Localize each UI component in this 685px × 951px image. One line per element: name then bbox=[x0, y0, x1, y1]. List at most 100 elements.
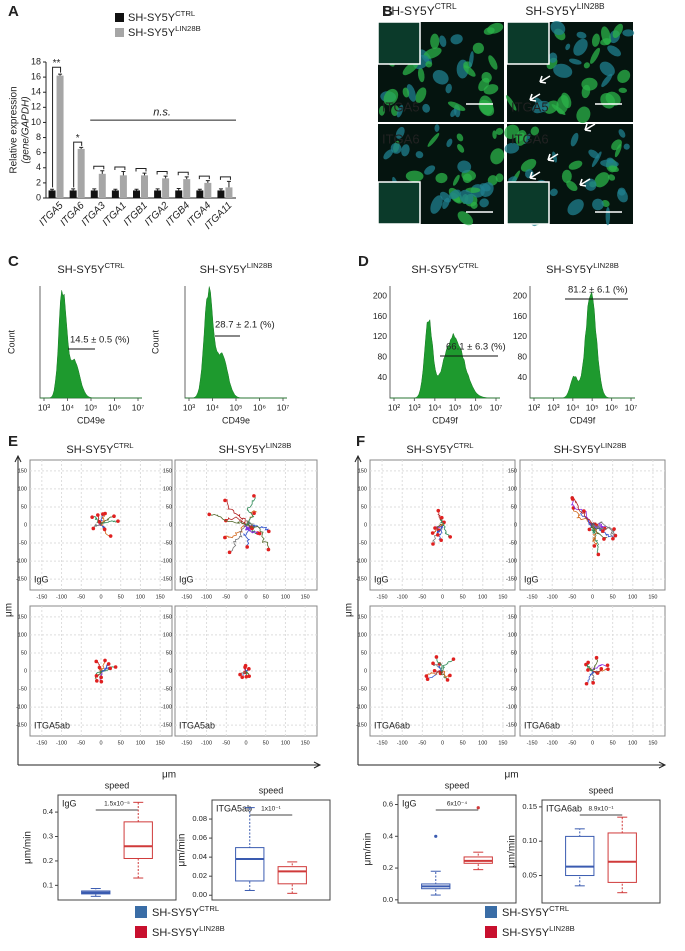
cell bbox=[402, 87, 410, 98]
cell bbox=[432, 69, 449, 85]
plot-title-base: SH-SY5Y bbox=[57, 264, 105, 276]
cell bbox=[591, 151, 602, 168]
bracket bbox=[73, 141, 83, 188]
track-end bbox=[103, 511, 107, 516]
arrow bbox=[547, 153, 559, 162]
error-bar bbox=[121, 171, 126, 176]
bar bbox=[225, 187, 233, 198]
treatment-label: IgG bbox=[374, 574, 389, 584]
y-tick-label: -150 bbox=[161, 577, 172, 583]
plot-title: SH-SY5YLIN28B bbox=[200, 261, 273, 276]
track-end bbox=[247, 667, 251, 671]
box bbox=[277, 866, 307, 885]
track-end bbox=[439, 515, 444, 520]
cell bbox=[470, 201, 478, 209]
treatment-label: IgG bbox=[179, 574, 194, 584]
legend-swatch bbox=[115, 28, 124, 37]
legend-swatch bbox=[485, 906, 497, 918]
y-tick-label: 100 bbox=[508, 486, 517, 492]
y-axis-label: μm/min bbox=[23, 831, 34, 864]
y-tick-label: 50 bbox=[166, 504, 172, 510]
y-tick-label: 4 bbox=[36, 162, 41, 172]
y-tick-label: 150 bbox=[163, 614, 172, 620]
cell bbox=[550, 20, 566, 36]
track bbox=[590, 524, 608, 540]
y-tick-label: 100 bbox=[358, 632, 367, 638]
cell bbox=[479, 95, 494, 116]
track-end bbox=[106, 662, 111, 666]
cell bbox=[607, 45, 621, 57]
track-end bbox=[451, 657, 456, 661]
inset bbox=[377, 181, 421, 225]
track bbox=[591, 664, 608, 672]
x-tick-label: 0 bbox=[441, 594, 444, 600]
track-end bbox=[99, 675, 103, 680]
track-end bbox=[238, 672, 242, 677]
plot-title: SH-SY5YLIN28B bbox=[546, 261, 619, 276]
y-axis-label: Count bbox=[6, 330, 16, 355]
bar bbox=[98, 173, 106, 198]
p-value: 1x10⁻¹ bbox=[261, 806, 282, 813]
x-tick-label: -50 bbox=[77, 740, 85, 746]
cell bbox=[457, 160, 472, 174]
error-bar bbox=[197, 188, 202, 191]
arrow bbox=[579, 178, 591, 187]
cell bbox=[504, 124, 520, 139]
x-axis-label: CD49e bbox=[222, 415, 250, 425]
y-tick-label: 150 bbox=[508, 614, 517, 620]
y-tick-label: 40 bbox=[378, 372, 388, 382]
y-tick-label: 18 bbox=[31, 56, 41, 66]
x-tick-label: 50 bbox=[610, 740, 616, 746]
y-tick-label: 0 bbox=[514, 668, 517, 674]
track-end bbox=[227, 550, 232, 555]
error-bar bbox=[226, 180, 231, 188]
cell bbox=[516, 132, 525, 142]
y-tick-label: 0 bbox=[169, 522, 172, 528]
y-tick-label: 0 bbox=[36, 192, 41, 202]
cell bbox=[508, 176, 518, 183]
x-axis-label: CD49f bbox=[432, 415, 458, 425]
cell bbox=[488, 55, 498, 70]
cell bbox=[549, 188, 558, 197]
y-tick-label: 0.0 bbox=[383, 895, 393, 904]
x-tick-label: -150 bbox=[36, 740, 47, 746]
plot-title: SH-SY5YCTRL bbox=[66, 441, 134, 456]
x-axis-label: CD49e bbox=[77, 415, 105, 425]
bar bbox=[111, 190, 119, 198]
track-end bbox=[223, 498, 227, 503]
arrow bbox=[529, 171, 541, 180]
y-tick-label: -50 bbox=[19, 687, 27, 693]
histogram bbox=[390, 318, 501, 399]
cell bbox=[430, 33, 440, 49]
y-tick-label: 10 bbox=[31, 117, 41, 127]
cell bbox=[447, 101, 466, 111]
x-tick-label: 150 bbox=[648, 740, 657, 746]
track bbox=[245, 519, 255, 528]
inset bbox=[506, 181, 550, 225]
track-end bbox=[267, 529, 271, 534]
bar bbox=[69, 190, 77, 198]
track-end bbox=[257, 531, 262, 536]
track-end bbox=[612, 527, 616, 531]
track-end bbox=[594, 655, 599, 660]
y-tick-label: 0.04 bbox=[192, 852, 207, 861]
cell bbox=[504, 142, 520, 154]
x-tick-label: 10² bbox=[388, 402, 400, 412]
y-tick-label: 50 bbox=[166, 650, 172, 656]
track-end bbox=[116, 519, 120, 523]
y-tick-label: 100 bbox=[18, 632, 27, 638]
x-tick-label: 10⁵ bbox=[449, 402, 462, 412]
legend-swatch bbox=[135, 926, 147, 938]
cell bbox=[618, 129, 626, 138]
plot-title-sup: LIN28B bbox=[247, 261, 273, 270]
arrow bbox=[529, 93, 541, 102]
plot-title-base: SH-SY5Y bbox=[406, 444, 454, 456]
cell bbox=[568, 58, 582, 65]
plot-title-base: SH-SY5Y bbox=[411, 264, 459, 276]
y-tick-label: -50 bbox=[359, 541, 367, 547]
plot-frame bbox=[541, 799, 661, 904]
y-tick-label: 0.6 bbox=[383, 800, 393, 809]
cell bbox=[479, 198, 489, 208]
track-end bbox=[445, 678, 450, 682]
y-tick-label: 0.15 bbox=[522, 802, 537, 811]
